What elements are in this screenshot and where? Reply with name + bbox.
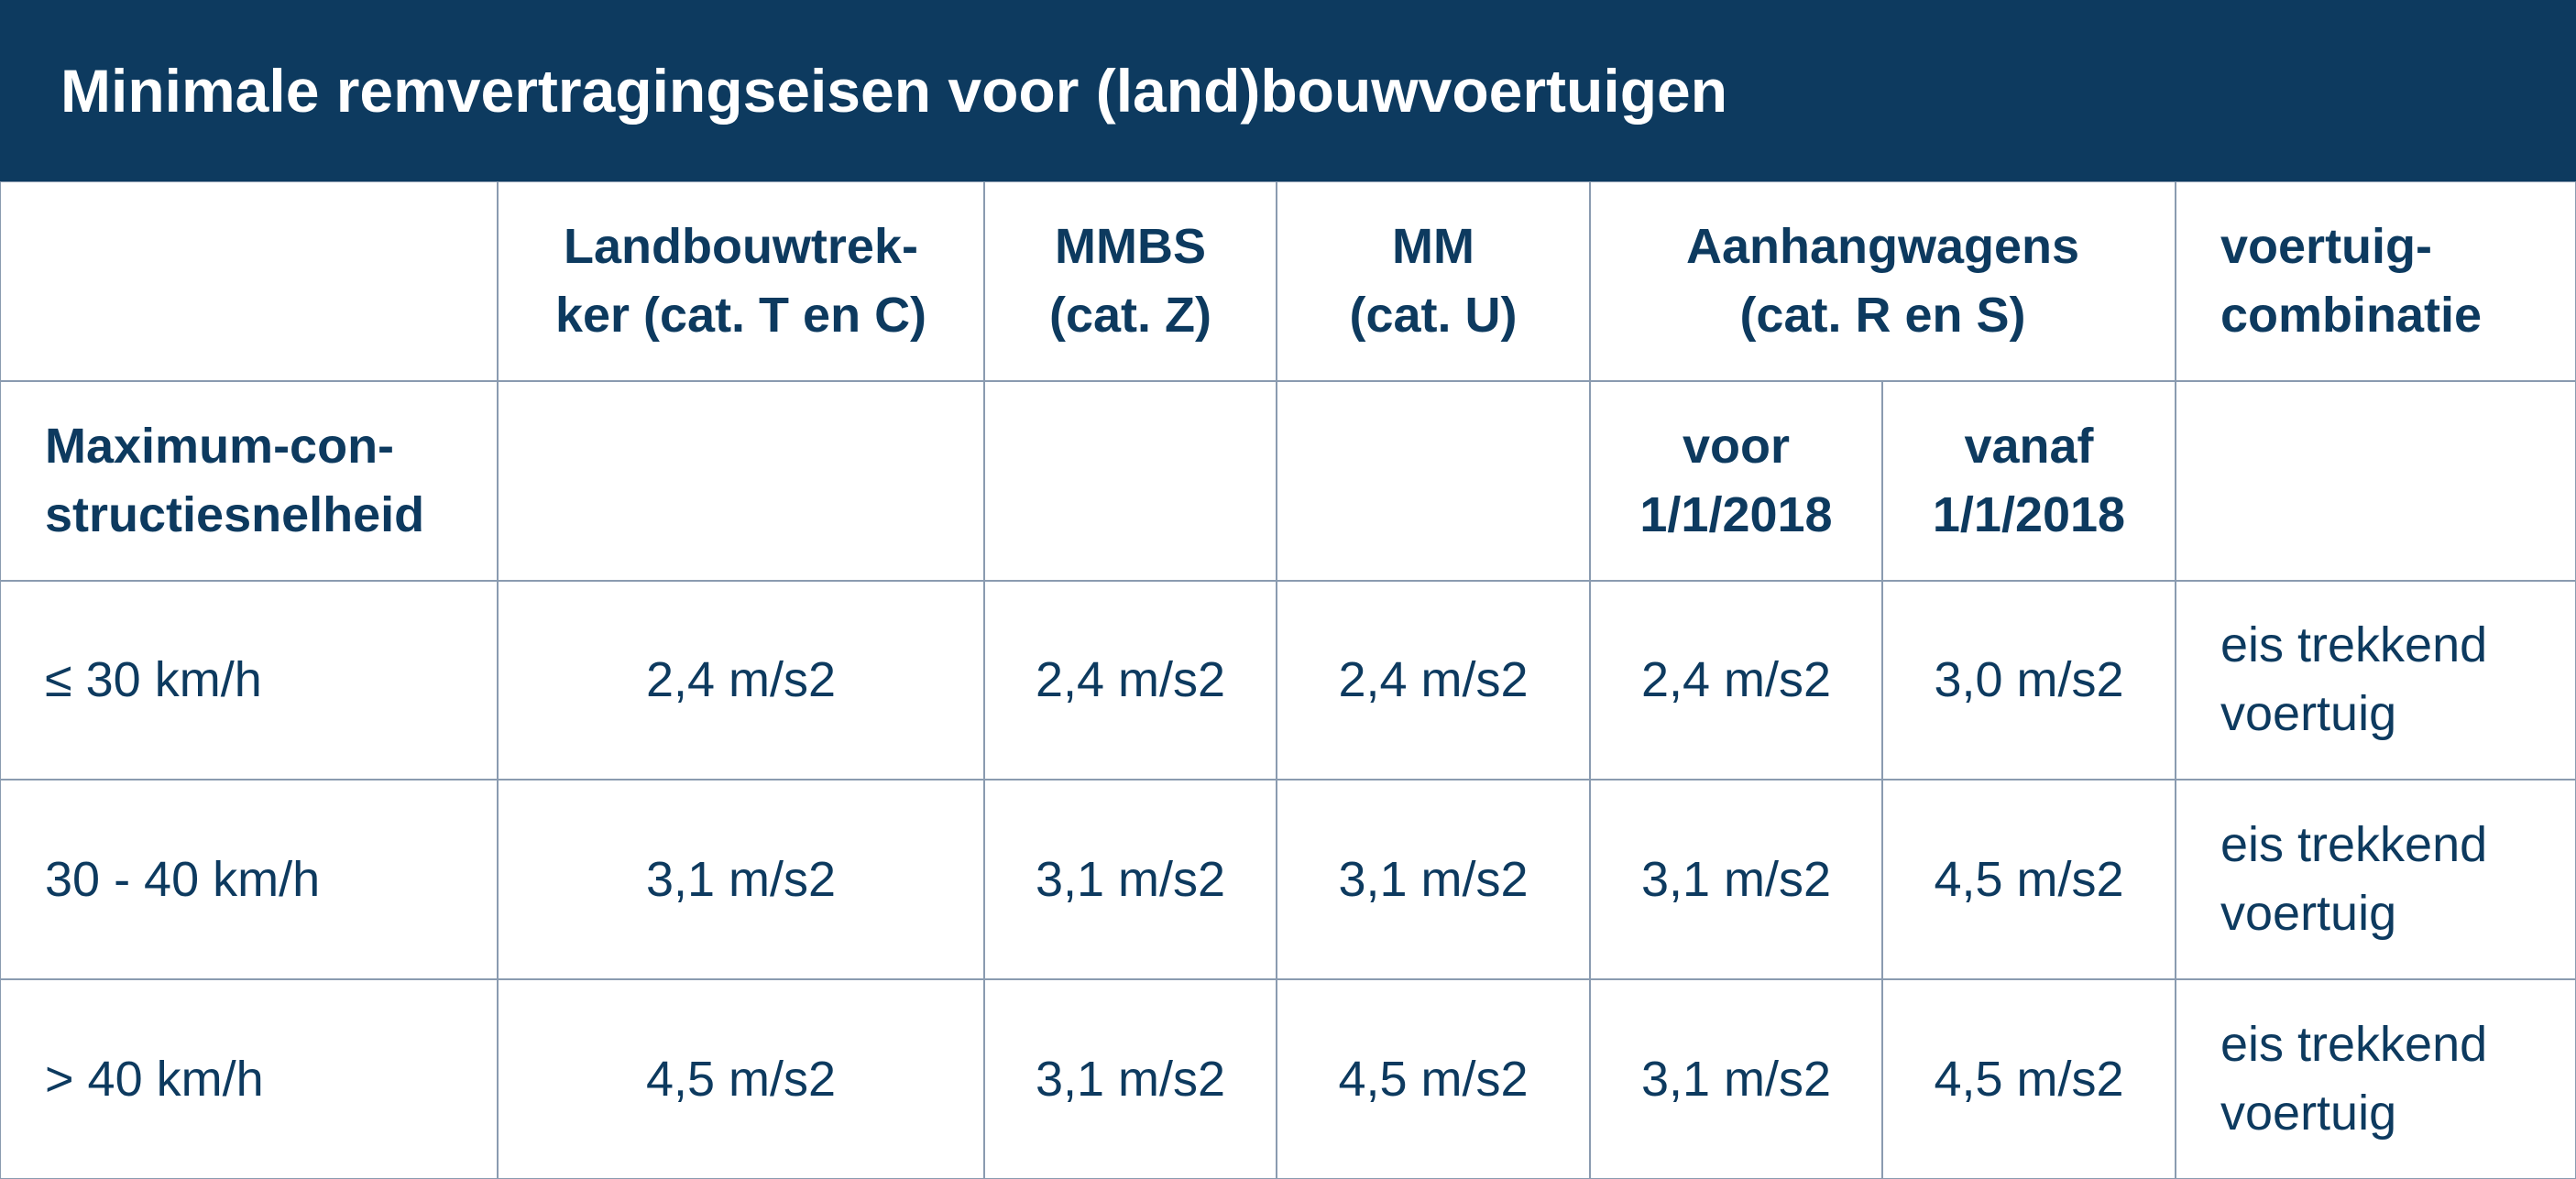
value-cell: 4,5 m/s2 [1882,780,2176,980]
speed-label: ≤ 30 km/h [0,580,498,781]
empty-cell [2176,380,2576,581]
empty-cell [0,181,498,381]
value-cell: 4,5 m/s2 [498,979,984,1179]
column-header: Aanhangwagens (cat. R en S) [1590,181,2176,381]
value-cell: 2,4 m/s2 [1590,580,1882,781]
value-cell: eis trekkend voertuig [2176,780,2576,980]
column-header: MMBS (cat. Z) [984,181,1277,381]
value-cell: 2,4 m/s2 [498,580,984,781]
value-cell: 3,1 m/s2 [1277,780,1590,980]
title-bar: Minimale remvertragingseisen voor (land)… [0,0,2576,181]
value-cell: 2,4 m/s2 [984,580,1277,781]
subcolumn-header: vanaf 1/1/2018 [1882,380,2176,581]
value-cell: 4,5 m/s2 [1882,979,2176,1179]
table-title: Minimale remvertragingseisen voor (land)… [60,57,1728,125]
value-cell: 3,1 m/s2 [984,780,1277,980]
column-header: voertuig- combinatie [2176,181,2576,381]
value-cell: 3,0 m/s2 [1882,580,2176,781]
empty-cell [984,380,1277,581]
value-cell: 2,4 m/s2 [1277,580,1590,781]
empty-cell [1277,380,1590,581]
value-cell: 3,1 m/s2 [1590,979,1882,1179]
subcolumn-header: voor 1/1/2018 [1590,380,1882,581]
column-header: Landbouwtrek- ker (cat. T en C) [498,181,984,381]
speed-label: > 40 km/h [0,979,498,1179]
value-cell: 4,5 m/s2 [1277,979,1590,1179]
value-cell: 3,1 m/s2 [984,979,1277,1179]
empty-cell [498,380,984,581]
column-header: MM (cat. U) [1277,181,1590,381]
row-header-label: Maximum-con- structiesnelheid [0,380,498,581]
value-cell: eis trekkend voertuig [2176,580,2576,781]
value-cell: 3,1 m/s2 [498,780,984,980]
value-cell: 3,1 m/s2 [1590,780,1882,980]
speed-label: 30 - 40 km/h [0,780,498,980]
value-cell: eis trekkend voertuig [2176,979,2576,1179]
